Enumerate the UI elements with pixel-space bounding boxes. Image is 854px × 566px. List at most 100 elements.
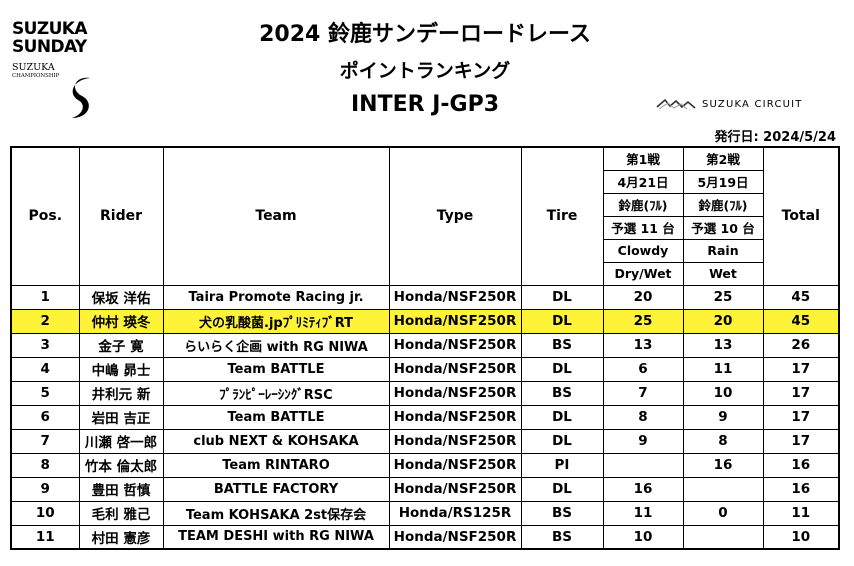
issued-date: 発行日: 2024/5/24 [714,130,836,145]
table-row: 3 金子 寛 らいらく企画 with RG NIWA Honda/NSF250R… [10,332,840,358]
cell-team: club NEXT & KOHSAKA [162,428,390,454]
cell-total: 17 [762,356,840,382]
cell-round-2: 20 [682,308,764,334]
cell-round-2: 25 [682,284,764,310]
table-row: 5 井利元 新 ﾌﾟﾗﾝﾋﾟｰﾚｰｼﾝｸﾞRSC Honda/NSF250R B… [10,380,840,406]
cell-rider: 保坂 洋佑 [78,284,164,310]
cell-round-1: 8 [602,404,684,430]
cell-pos: 11 [10,524,80,550]
cell-type: Honda/NSF250R [388,284,522,310]
cell-round-2 [682,524,764,550]
cell-total: 17 [762,404,840,430]
cell-total: 45 [762,308,840,334]
cell-round-1: 25 [602,308,684,334]
cell-type: Honda/NSF250R [388,308,522,334]
cell-team: Taira Promote Racing jr. [162,284,390,310]
s-swoosh-icon [72,77,90,118]
cell-round-1: 13 [602,332,684,358]
round-1-venue: 鈴鹿(ﾌﾙ) [602,192,684,217]
cell-round-2: 8 [682,428,764,454]
cell-type: Honda/NSF250R [388,428,522,454]
cell-tire: DL [520,428,604,454]
cell-type: Honda/NSF250R [388,404,522,430]
cell-type: Honda/NSF250R [388,452,522,478]
suzuka-circuit-logo: SUZUKA CIRCUIT [656,96,803,112]
cell-tire: PI [520,452,604,478]
table-header: Pos. Rider Team Type Tire 第1戦 第2戦 Total … [10,146,840,286]
cell-type: Honda/NSF250R [388,476,522,502]
cell-round-1: 9 [602,428,684,454]
cell-total: 45 [762,284,840,310]
table-row: 7 川瀬 啓一郎 club NEXT & KOHSAKA Honda/NSF25… [10,428,840,454]
round-1-date: 4月21日 [602,169,684,194]
page-title: 2024 鈴鹿サンデーロードレース [259,22,591,47]
cell-team: ﾌﾟﾗﾝﾋﾟｰﾚｰｼﾝｸﾞRSC [162,380,390,406]
cell-pos: 5 [10,380,80,406]
cell-pos: 9 [10,476,80,502]
cell-pos: 8 [10,452,80,478]
cell-pos: 3 [10,332,80,358]
cell-rider: 金子 寛 [78,332,164,358]
round-2-venue: 鈴鹿(ﾌﾙ) [682,192,764,217]
round-1-entries: 予選 11 台 [602,215,684,240]
cell-round-1: 10 [602,524,684,550]
cell-round-1: 16 [602,476,684,502]
cell-round-1: 7 [602,380,684,406]
table-row: 6 岩田 吉正 Team BATTLE Honda/NSF250R DL 8 9… [10,404,840,430]
cell-round-2: 0 [682,500,764,526]
ranking-table: Pos. Rider Team Type Tire 第1戦 第2戦 Total … [10,146,840,550]
table-row: 11 村田 憲彦 TEAM DESHI with RG NIWA Honda/N… [10,524,840,550]
cell-total: 17 [762,428,840,454]
cell-type: Honda/NSF250R [388,356,522,382]
cell-total: 11 [762,500,840,526]
cell-team: BATTLE FACTORY [162,476,390,502]
cell-tire: BS [520,380,604,406]
suzuka-sunday-logo: SUZUKA SUNDAY SUZUKA CHAMPIONSHIP [12,20,98,124]
table-row: 9 豊田 哲慎 BATTLE FACTORY Honda/NSF250R DL … [10,476,840,502]
cell-rider: 毛利 雅己 [78,500,164,526]
cell-round-2: 16 [682,452,764,478]
table-row: 4 中嶋 昴士 Team BATTLE Honda/NSF250R DL 6 1… [10,356,840,382]
round-1-condition: Dry/Wet [602,261,684,286]
table-row: 1 保坂 洋佑 Taira Promote Racing jr. Honda/N… [10,284,840,310]
cell-tire: BS [520,332,604,358]
cell-round-2 [682,476,764,502]
page-subtitle: ポイントランキング [339,60,511,82]
cell-tire: DL [520,308,604,334]
logo-line-4: CHAMPIONSHIP [12,73,60,79]
cell-total: 16 [762,476,840,502]
cell-tire: DL [520,476,604,502]
cell-rider: 岩田 吉正 [78,404,164,430]
logo-line-1: SUZUKA [12,19,88,39]
header-pos: Pos. [10,146,80,286]
cell-round-2: 10 [682,380,764,406]
cell-team: 犬の乳酸菌.jpﾌﾟﾘﾐﾃｨﾌﾞRT [162,308,390,334]
cell-total: 17 [762,380,840,406]
round-2-condition: Wet [682,261,764,286]
round-2-label: 第2戦 [682,146,764,171]
cell-round-1: 6 [602,356,684,382]
cell-team: らいらく企画 with RG NIWA [162,332,390,358]
logo-line-2: SUNDAY [12,37,87,57]
cell-tire: BS [520,524,604,550]
cell-tire: BS [520,500,604,526]
cell-rider: 仲村 瑛冬 [78,308,164,334]
header-team: Team [162,146,390,286]
header-rider: Rider [78,146,164,286]
cell-round-2: 9 [682,404,764,430]
round-2-weather: Rain [682,238,764,263]
cell-rider: 竹本 倫太郎 [78,452,164,478]
header-total: Total [762,146,840,286]
cell-round-2: 11 [682,356,764,382]
cell-round-1 [602,452,684,478]
cell-total: 10 [762,524,840,550]
cell-pos: 10 [10,500,80,526]
cell-pos: 4 [10,356,80,382]
cell-type: Honda/NSF250R [388,332,522,358]
round-1-weather: Clowdy [602,238,684,263]
cell-total: 26 [762,332,840,358]
round-1-label: 第1戦 [602,146,684,171]
cell-pos: 7 [10,428,80,454]
cell-round-1: 20 [602,284,684,310]
circuit-label: SUZUKA CIRCUIT [702,98,803,110]
